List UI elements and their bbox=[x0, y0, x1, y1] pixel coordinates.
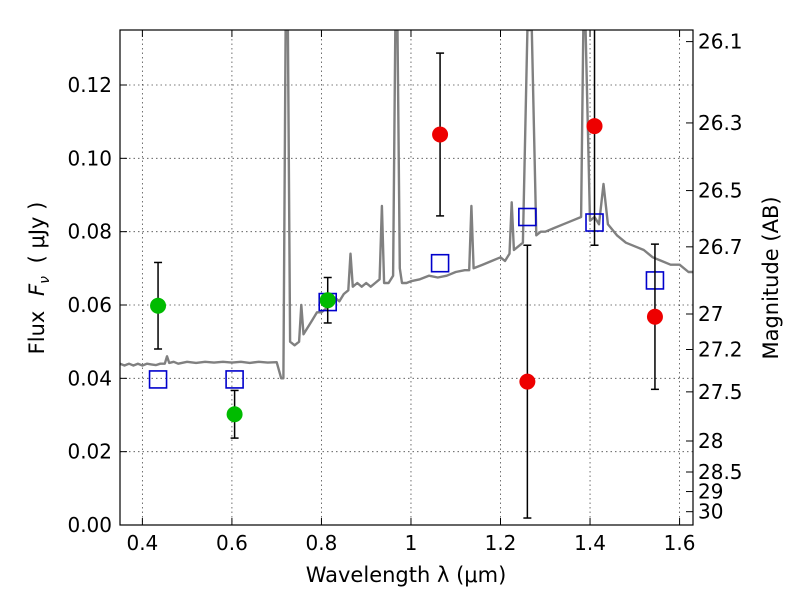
y-axis-label-prefix: Flux bbox=[25, 311, 49, 355]
x-tick-label: 0.6 bbox=[216, 531, 248, 555]
y-axis-label-sub: ν bbox=[37, 276, 53, 284]
x-tick-label: 0.8 bbox=[306, 531, 338, 555]
x-tick-label: 1.4 bbox=[574, 531, 606, 555]
data-point bbox=[586, 118, 603, 135]
y-tick-label: 0.12 bbox=[67, 73, 112, 97]
x-tick-label: 1.2 bbox=[485, 531, 517, 555]
x-tick-label: 0.4 bbox=[126, 531, 158, 555]
mag-tick-label: 28 bbox=[698, 429, 723, 453]
mag-tick-label: 26.3 bbox=[698, 111, 743, 135]
mag-tick-label: 26.7 bbox=[698, 235, 743, 259]
spectrum-line bbox=[120, 30, 693, 380]
svg-text:Flux Fν ( μJy ): Flux Fν ( μJy ) bbox=[25, 202, 54, 355]
data-point bbox=[150, 297, 167, 314]
plot-frame bbox=[119, 29, 694, 526]
plot-area bbox=[120, 30, 693, 519]
mag-tick-label: 26.5 bbox=[698, 179, 743, 203]
mag-tick-label: 26.1 bbox=[698, 30, 743, 54]
data-point bbox=[319, 292, 336, 309]
data-point bbox=[226, 406, 243, 423]
x-axis-label: Wavelength λ (μm) bbox=[306, 563, 507, 587]
y-tick-label: 0.02 bbox=[67, 440, 112, 464]
y-tick-label: 0.00 bbox=[67, 513, 112, 537]
y-axis-label: Flux Fν ( μJy ) bbox=[25, 202, 54, 355]
data-point bbox=[432, 126, 449, 143]
mag-tick-label: 30 bbox=[698, 500, 723, 524]
model-square-point bbox=[518, 207, 537, 227]
x-tick-label: 1 bbox=[405, 531, 418, 555]
data-point bbox=[519, 373, 536, 390]
mag-tick-label: 27.2 bbox=[698, 337, 743, 361]
y-tick-label: 0.04 bbox=[67, 366, 112, 390]
y-tick-label: 0.08 bbox=[67, 220, 112, 244]
right-axis-label: Magnitude (AB) bbox=[759, 196, 783, 359]
model-square-point bbox=[225, 370, 244, 389]
grid bbox=[120, 30, 693, 526]
y-axis-label-symbol: F bbox=[25, 283, 49, 296]
model-square-point bbox=[430, 253, 450, 273]
y-axis-label-unit: ( μJy ) bbox=[25, 202, 49, 264]
data-point bbox=[646, 308, 663, 325]
x-tick-label: 1.6 bbox=[664, 531, 696, 555]
mag-tick-label: 29 bbox=[698, 480, 723, 504]
mag-tick-label: 27.5 bbox=[698, 380, 743, 404]
y-tick-label: 0.06 bbox=[67, 293, 112, 317]
mag-tick-label: 28.5 bbox=[698, 460, 743, 484]
mag-tick-label: 27 bbox=[698, 302, 723, 326]
y-tick-label: 0.10 bbox=[67, 146, 112, 170]
model-square-point bbox=[148, 370, 168, 389]
axes: 0.4 0.6 0.8 1 1.2 1.4 1.6 0.00 0.02 0.04 0.06 0.08 0… bbox=[67, 30, 742, 555]
